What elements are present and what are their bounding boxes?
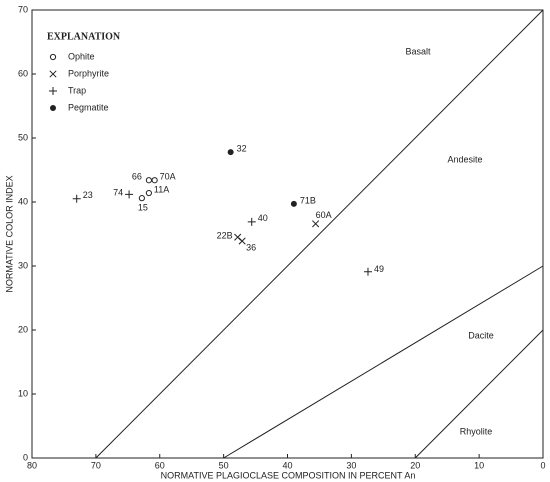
data-point	[125, 190, 134, 199]
point-label: 70A	[160, 172, 176, 182]
point-label: 15	[138, 203, 148, 213]
data-point	[151, 177, 158, 184]
x-tick-label: 40	[282, 460, 292, 470]
x-tick-label: 80	[27, 460, 37, 470]
legend-label: Trap	[68, 85, 86, 95]
point-label: 32	[237, 143, 247, 153]
legend-label: Ophite	[68, 51, 95, 61]
y-tick-label: 0	[23, 452, 28, 462]
x-tick-label: 0	[540, 460, 545, 470]
data-point	[145, 189, 152, 197]
y-tick-label: 40	[18, 196, 28, 206]
data-point	[238, 237, 246, 245]
point-label: 71B	[300, 195, 316, 205]
legend-marker	[50, 105, 56, 111]
point-label: 36	[246, 242, 256, 252]
field-boundary	[414, 329, 544, 459]
legend-label: Pegmatite	[68, 102, 109, 112]
data-point	[145, 177, 152, 184]
data-point	[290, 200, 297, 207]
legend-marker	[49, 70, 57, 78]
point-label: 11A	[154, 184, 169, 194]
field-label: Rhyolite	[460, 426, 493, 436]
y-tick-label: 50	[18, 132, 28, 142]
field-boundary	[223, 265, 544, 459]
y-axis-label: NORMATIVE COLOR INDEX	[4, 175, 14, 292]
field-boundary	[95, 9, 544, 459]
x-tick-label: 50	[219, 460, 229, 470]
data-point	[247, 217, 256, 226]
data-point	[312, 220, 320, 228]
legend-marker	[49, 53, 57, 61]
legend-label: Porphyrite	[68, 68, 109, 78]
field-label: Andesite	[447, 154, 482, 164]
x-tick-label: 10	[474, 460, 484, 470]
y-tick-label: 20	[18, 324, 28, 334]
x-tick-label: 70	[91, 460, 101, 470]
point-label: 74	[113, 188, 123, 198]
y-tick-label: 70	[18, 4, 28, 14]
y-tick-label: 60	[18, 68, 28, 78]
x-axis-label: NORMATIVE PLAGIOCLASE COMPOSITION IN PER…	[161, 470, 416, 480]
data-point	[227, 149, 234, 156]
data-point	[138, 195, 145, 202]
point-label: 23	[83, 190, 93, 200]
legend-marker	[49, 87, 57, 95]
x-tick-label: 20	[410, 460, 420, 470]
legend-title: EXPLANATION	[47, 31, 121, 42]
y-tick-label: 30	[18, 260, 28, 270]
x-tick-label: 30	[346, 460, 356, 470]
data-point	[72, 194, 81, 203]
point-label: 40	[258, 213, 268, 223]
y-tick-label: 10	[18, 388, 28, 398]
point-label: 66	[132, 172, 142, 182]
point-label: 22B	[217, 231, 233, 241]
point-label: 49	[374, 264, 384, 274]
data-point	[363, 267, 372, 276]
x-tick-label: 60	[155, 460, 165, 470]
point-label: 60A	[316, 210, 332, 220]
field-label: Basalt	[405, 46, 431, 56]
field-label: Dacite	[468, 330, 494, 340]
